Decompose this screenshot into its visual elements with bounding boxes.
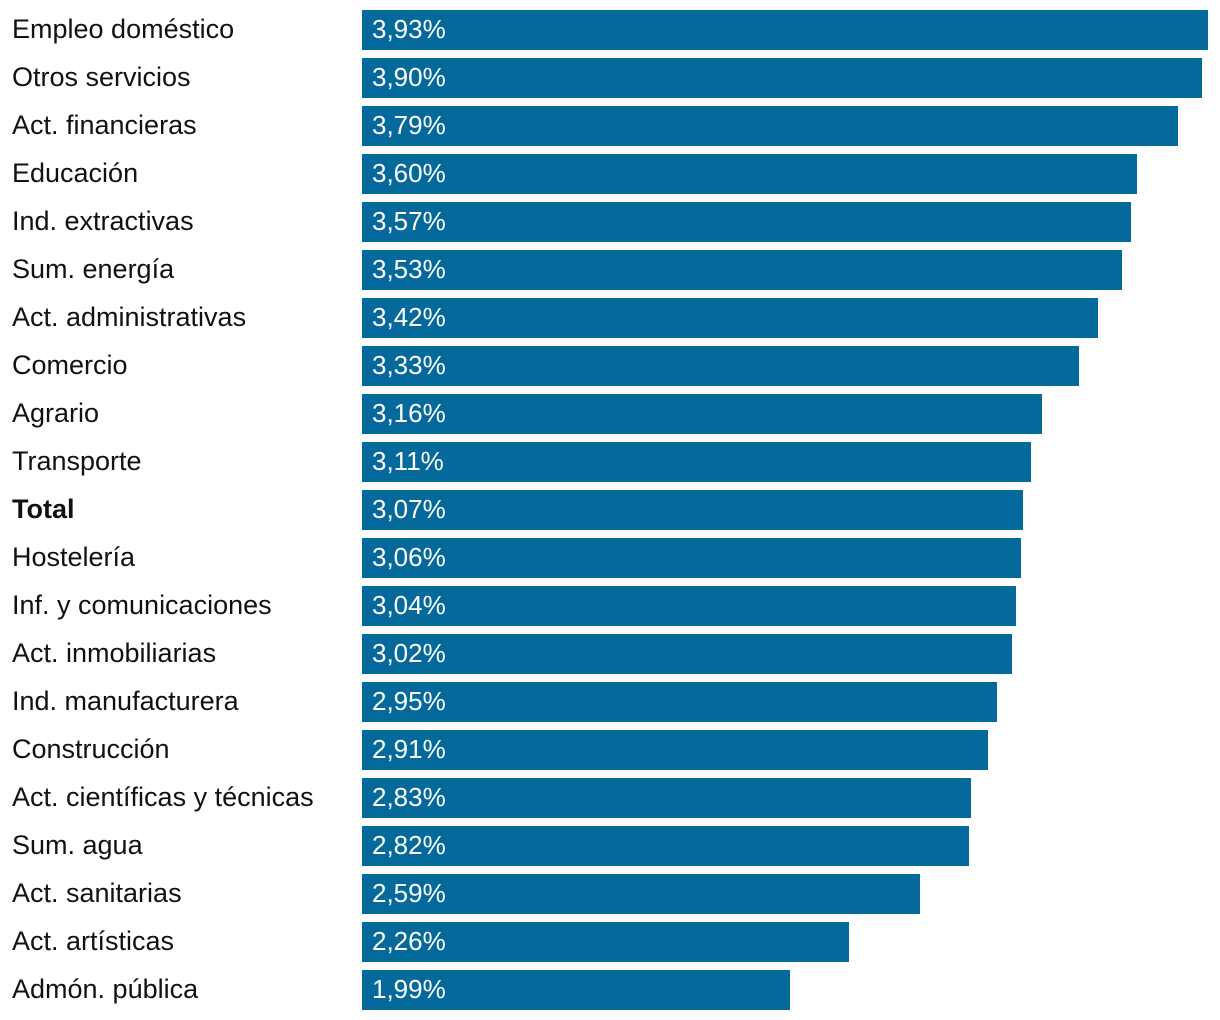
- value-label: 3,02%: [372, 638, 446, 668]
- category-label: Educación: [12, 158, 139, 188]
- value-label: 3,57%: [372, 206, 446, 236]
- bar: [362, 490, 1023, 530]
- value-label: 3,53%: [372, 254, 446, 284]
- category-label: Sum. agua: [12, 830, 143, 860]
- bar-row: Act. administrativas 3,42%: [0, 298, 1220, 338]
- bar: [362, 778, 971, 818]
- bar-row: Agrario 3,16%: [0, 394, 1220, 434]
- value-label: 2,82%: [372, 830, 446, 860]
- value-label: 3,07%: [372, 494, 446, 524]
- bar-row: Sum. agua 2,82%: [0, 826, 1220, 866]
- bar: [362, 826, 969, 866]
- bar-row: Act. artísticas 2,26%: [0, 922, 1220, 962]
- bar: [362, 394, 1042, 434]
- category-label: Act. administrativas: [12, 302, 247, 332]
- bar: [362, 346, 1079, 386]
- bar-row: Ind. extractivas 3,57%: [0, 202, 1220, 242]
- category-label: Ind. manufacturera: [12, 686, 239, 716]
- bar: [362, 874, 920, 914]
- bar: [362, 586, 1016, 626]
- bar-row: Inf. y comunicaciones 3,04%: [0, 586, 1220, 626]
- value-label: 3,90%: [372, 62, 446, 92]
- bar-row: Ind. manufacturera 2,95%: [0, 682, 1220, 722]
- bar: [362, 250, 1122, 290]
- category-label: Inf. y comunicaciones: [12, 590, 272, 620]
- bar: [362, 730, 988, 770]
- category-label: Transporte: [12, 446, 142, 476]
- value-label: 3,42%: [372, 302, 446, 332]
- value-label: 1,99%: [372, 974, 446, 1004]
- bar-row: Transporte 3,11%: [0, 442, 1220, 482]
- bar-row: Construcción 2,91%: [0, 730, 1220, 770]
- value-label: 3,11%: [372, 446, 444, 476]
- value-label: 3,60%: [372, 158, 446, 188]
- bar-row: Comercio 3,33%: [0, 346, 1220, 386]
- bar: [362, 634, 1012, 674]
- bar-row: Educación 3,60%: [0, 154, 1220, 194]
- bar-row: Act. científicas y técnicas 2,83%: [0, 778, 1220, 818]
- category-label: Act. inmobiliarias: [12, 638, 217, 668]
- value-label: 3,79%: [372, 110, 446, 140]
- bar-row: Sum. energía 3,53%: [0, 250, 1220, 290]
- bar: [362, 298, 1098, 338]
- bar-row: Act. inmobiliarias 3,02%: [0, 634, 1220, 674]
- category-label: Admón. pública: [12, 974, 199, 1004]
- value-label: 2,83%: [372, 782, 446, 812]
- bar-row: Empleo doméstico 3,93%: [0, 10, 1220, 50]
- value-label: 3,16%: [372, 398, 446, 428]
- value-label: 3,33%: [372, 350, 446, 380]
- bar: [362, 442, 1031, 482]
- value-label: 3,93%: [372, 14, 446, 44]
- category-label: Total: [12, 494, 75, 524]
- bar: [362, 682, 997, 722]
- value-label: 2,91%: [372, 734, 446, 764]
- bar: [362, 10, 1208, 50]
- category-label: Act. financieras: [12, 110, 197, 140]
- category-label: Act. artísticas: [12, 926, 175, 956]
- bar-row: Otros servicios 3,90%: [0, 58, 1220, 98]
- bar: [362, 922, 849, 962]
- bar: [362, 106, 1178, 146]
- category-label: Hostelería: [12, 542, 136, 572]
- category-label: Otros servicios: [12, 62, 191, 92]
- bar: [362, 154, 1137, 194]
- category-label: Agrario: [12, 398, 100, 428]
- bar-row: Total 3,07%: [0, 490, 1220, 530]
- bar: [362, 202, 1131, 242]
- bar-row: Act. sanitarias 2,59%: [0, 874, 1220, 914]
- value-label: 2,95%: [372, 686, 446, 716]
- bar-row: Hostelería 3,06%: [0, 538, 1220, 578]
- category-label: Comercio: [12, 350, 128, 380]
- bar: [362, 58, 1202, 98]
- bar-row: Act. financieras 3,79%: [0, 106, 1220, 146]
- category-label: Act. científicas y técnicas: [12, 782, 314, 812]
- category-label: Empleo doméstico: [12, 14, 235, 44]
- value-label: 2,59%: [372, 878, 446, 908]
- value-label: 2,26%: [372, 926, 446, 956]
- category-label: Ind. extractivas: [12, 206, 194, 236]
- bar-row: Admón. pública 1,99%: [0, 970, 1220, 1010]
- value-label: 3,06%: [372, 542, 446, 572]
- category-label: Construcción: [12, 734, 170, 764]
- bar: [362, 970, 790, 1010]
- category-label: Sum. energía: [12, 254, 175, 284]
- bar: [362, 538, 1021, 578]
- value-label: 3,04%: [372, 590, 446, 620]
- category-label: Act. sanitarias: [12, 878, 182, 908]
